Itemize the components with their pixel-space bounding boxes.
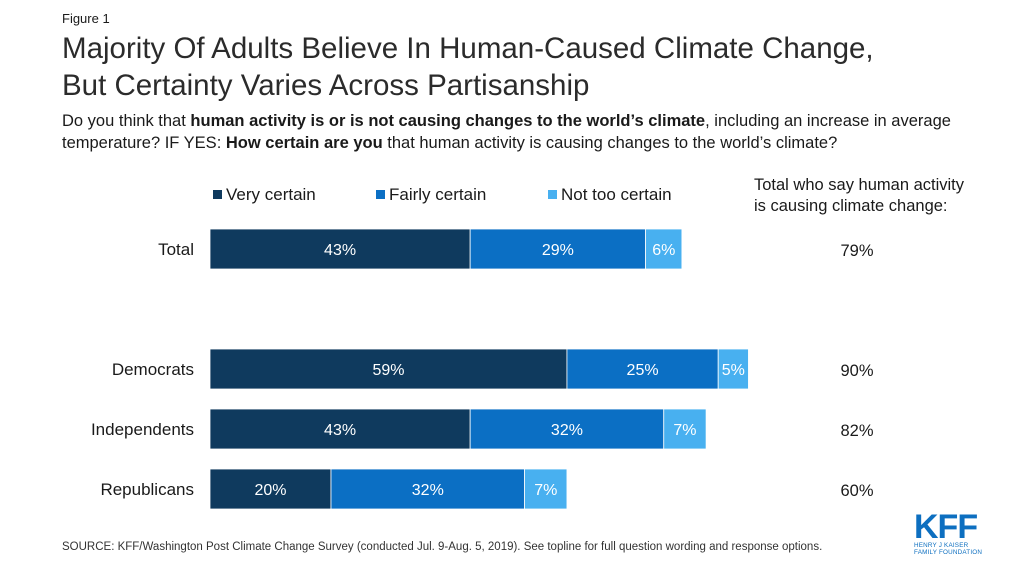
data-label-republicans-series-1: 20% bbox=[254, 482, 286, 499]
total-value-independents: 82% bbox=[840, 422, 873, 440]
data-label-republicans-series-3: 7% bbox=[534, 482, 557, 499]
data-label-total-series-2: 29% bbox=[542, 242, 574, 259]
legend-very-certain-swatch bbox=[213, 190, 222, 199]
data-label-independents-series-3: 7% bbox=[673, 422, 696, 439]
bar-total-series-3 bbox=[645, 228, 683, 270]
question-bold-2: How certain are you bbox=[225, 133, 383, 152]
total-value-total: 79% bbox=[840, 242, 873, 260]
kff-logo-line-1: HENRY J KAISER bbox=[914, 542, 969, 549]
bar-democrats-series-3 bbox=[717, 348, 749, 390]
survey-question: Do you think that human activity is or i… bbox=[62, 111, 992, 154]
data-label-democrats-series-1: 59% bbox=[372, 362, 404, 379]
bar-republicans-series-3 bbox=[524, 468, 568, 510]
data-label-independents-series-1: 43% bbox=[324, 422, 356, 439]
figure-label: Figure 1 bbox=[62, 11, 110, 26]
bar-total-series-2 bbox=[469, 228, 646, 270]
category-label-republicans: Republicans bbox=[100, 480, 194, 499]
totals-header-line-1: Total who say human activity bbox=[754, 176, 965, 194]
category-label-total: Total bbox=[158, 240, 194, 259]
bar-democrats-series-2 bbox=[566, 348, 719, 390]
category-label-democrats: Democrats bbox=[112, 360, 194, 379]
data-label-total-series-1: 43% bbox=[324, 242, 356, 259]
bar-republicans-series-2 bbox=[330, 468, 526, 510]
question-bold-1: human activity is or is not causing chan… bbox=[190, 112, 706, 130]
data-label-independents-series-2: 32% bbox=[551, 422, 583, 439]
data-label-republicans-series-2: 32% bbox=[412, 482, 444, 499]
legend-fairly-certain-swatch bbox=[376, 190, 385, 199]
data-label-democrats-series-3: 5% bbox=[722, 362, 745, 379]
bar-democrats-series-1 bbox=[209, 348, 568, 390]
source-note: SOURCE: KFF/Washington Post Climate Chan… bbox=[62, 541, 823, 553]
bar-independents-series-3 bbox=[663, 408, 707, 450]
total-value-republicans: 60% bbox=[840, 482, 873, 500]
bar-independents-series-2 bbox=[469, 408, 665, 450]
chart-title-line-2: But Certainty Varies Across Partisanship bbox=[62, 69, 590, 102]
legend-not-too-certain-label: Not too certain bbox=[561, 185, 672, 204]
bar-total-series-1 bbox=[209, 228, 471, 270]
data-label-total-series-3: 6% bbox=[652, 242, 675, 259]
chart-title-line-1: Majority Of Adults Believe In Human-Caus… bbox=[62, 32, 874, 65]
kff-logo-mark: KFF bbox=[914, 508, 978, 546]
question-text-1: Do you think that bbox=[62, 112, 191, 130]
question-text-2: , including an increase in average tempe… bbox=[62, 112, 951, 152]
question-text-3: that human activity is causing changes t… bbox=[382, 133, 838, 152]
legend-fairly-certain-label: Fairly certain bbox=[389, 185, 486, 204]
kff-logo-line-2: FAMILY FOUNDATION bbox=[914, 549, 983, 556]
totals-header-line-2: is causing climate change: bbox=[754, 197, 948, 215]
chart-title: Majority Of Adults Believe In Human-Caus… bbox=[62, 30, 1002, 104]
data-label-democrats-series-2: 25% bbox=[627, 362, 659, 379]
bar-independents-series-1 bbox=[209, 408, 471, 450]
category-label-independents: Independents bbox=[91, 420, 194, 439]
kff-logo: KFF HENRY J KAISER FAMILY FOUNDATION bbox=[914, 508, 990, 560]
total-value-democrats: 90% bbox=[840, 362, 873, 380]
legend-very-certain-label: Very certain bbox=[226, 185, 316, 204]
legend-not-too-certain-swatch bbox=[548, 190, 557, 199]
